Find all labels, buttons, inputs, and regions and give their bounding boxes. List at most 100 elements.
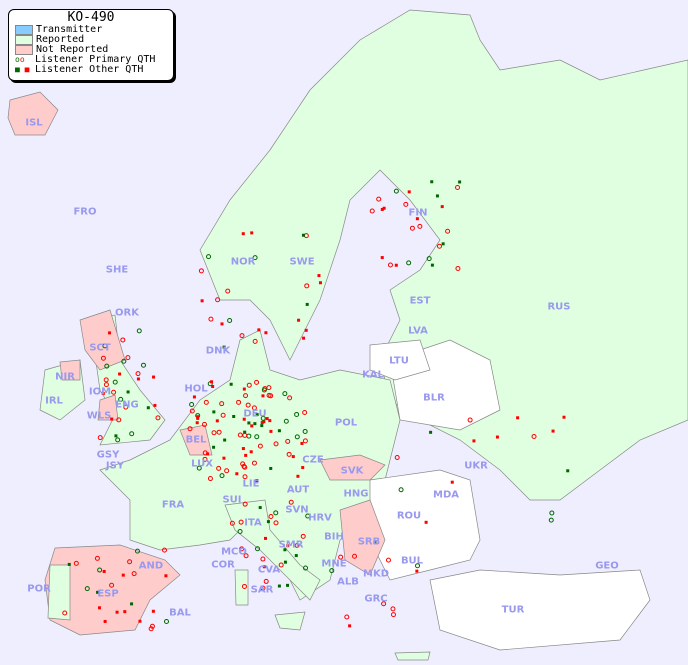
listener-other-marker: [215, 419, 219, 423]
country-label-dnk: DNK: [205, 345, 231, 357]
country-label-nir: NIR: [55, 371, 75, 383]
listener-other-marker: [164, 574, 168, 578]
listener-primary-marker: [242, 474, 248, 480]
land-crete: [394, 651, 431, 661]
listener-primary-marker: [261, 387, 267, 393]
listener-primary-marker: [294, 411, 300, 417]
listener-primary-marker: [219, 401, 225, 407]
country-label-svn: SVN: [285, 504, 309, 516]
listener-other-marker: [458, 180, 462, 184]
listener-primary-marker: [163, 618, 169, 624]
country-label-fro: FRO: [73, 206, 97, 218]
listener-primary-marker: [266, 392, 272, 398]
listener-primary-marker: [531, 434, 537, 440]
listener-primary-marker: [398, 487, 404, 493]
listener-other-marker: [200, 299, 204, 303]
listener-primary-marker: [237, 529, 243, 535]
listener-other-marker: [257, 328, 261, 332]
listener-primary-marker: [260, 585, 266, 591]
listener-primary-marker: [390, 606, 396, 612]
legend-label: Reported: [36, 34, 85, 45]
listener-other-marker: [247, 421, 251, 425]
country-label-and: AND: [138, 560, 164, 572]
circle-marker-icon: oo: [15, 55, 25, 64]
listener-other-marker: [430, 263, 434, 267]
listener-primary-marker: [220, 412, 226, 418]
country-label-isl: ISL: [25, 117, 43, 129]
listener-other-marker: [126, 390, 130, 394]
listener-other-marker: [108, 331, 112, 335]
listener-primary-marker: [417, 223, 423, 229]
country-label-alb: ALB: [337, 576, 359, 588]
country-label-she: SHE: [105, 264, 129, 276]
country-label-est: EST: [409, 295, 431, 307]
listener-primary-marker: [305, 513, 311, 519]
listener-other-marker: [516, 416, 520, 420]
listener-primary-marker: [286, 451, 292, 457]
listener-primary-marker: [436, 243, 442, 249]
listener-other-marker: [220, 322, 224, 326]
transmitter-swatch: [15, 25, 33, 35]
listener-primary-marker: [369, 208, 375, 214]
listener-primary-marker: [225, 288, 231, 294]
listener-other-marker: [268, 419, 272, 423]
country-label-ork: ORK: [115, 307, 139, 319]
legend-label: Listener Other QTH: [35, 64, 144, 75]
listener-other-marker: [262, 420, 266, 424]
listener-other-marker: [265, 417, 269, 421]
land-serbia: [339, 499, 386, 576]
listener-primary-marker: [300, 533, 306, 539]
listener-markers: [62, 180, 570, 632]
land-turkey: [429, 569, 651, 651]
listener-other-marker: [255, 413, 259, 417]
not-reported-swatch: [15, 45, 33, 55]
listener-other-marker: [562, 415, 566, 419]
listener-primary-marker: [102, 343, 108, 349]
listener-primary-marker: [112, 379, 118, 385]
listener-other-marker: [123, 610, 127, 614]
listener-other-marker: [96, 590, 100, 594]
listener-primary-marker: [84, 586, 90, 592]
country-label-iom: IOM: [88, 386, 112, 398]
listener-other-marker: [196, 415, 200, 419]
listener-other-marker: [241, 447, 245, 451]
listener-other-marker: [242, 417, 246, 421]
country-label-geo: GEO: [595, 560, 619, 572]
listener-other-marker: [241, 232, 245, 236]
listener-other-marker: [262, 565, 266, 569]
land-scotland: [79, 309, 126, 371]
listener-primary-marker: [149, 623, 155, 629]
listener-primary-marker: [224, 468, 230, 474]
listener-primary-marker: [287, 395, 293, 401]
listener-other-marker: [136, 377, 140, 381]
listener-primary-marker: [211, 430, 217, 436]
listener-primary-marker: [352, 553, 358, 559]
country-label-deu: DEU: [243, 408, 267, 420]
country-label-mda: MDA: [433, 489, 459, 501]
listener-primary-marker: [302, 438, 308, 444]
listener-primary-marker: [134, 548, 140, 554]
listener-primary-marker: [207, 476, 213, 482]
listener-other-marker: [255, 478, 259, 482]
listener-primary-marker: [455, 266, 461, 272]
listener-other-marker: [441, 242, 445, 246]
country-label-hng: HNG: [343, 488, 369, 500]
listener-other-marker: [249, 450, 253, 454]
country-label-cze: CZE: [302, 454, 324, 466]
listener-other-marker: [450, 480, 454, 484]
legend-reported: Reported: [9, 35, 173, 45]
listener-other-marker: [192, 395, 196, 399]
listener-other-marker: [212, 445, 216, 449]
land-belgium: [179, 424, 213, 456]
listener-primary-marker: [125, 355, 131, 361]
land-sicily: [274, 611, 306, 631]
listener-primary-marker: [294, 434, 300, 440]
listener-other-marker: [103, 619, 107, 623]
country-label-tur: TUR: [501, 604, 525, 616]
listener-primary-marker: [376, 196, 382, 202]
listener-primary-marker: [304, 283, 310, 289]
listener-primary-marker: [243, 553, 249, 559]
legend-other-qth: ■ ■ Listener Other QTH: [9, 65, 173, 75]
listener-primary-marker: [109, 582, 115, 588]
listener-primary-marker: [127, 559, 133, 565]
